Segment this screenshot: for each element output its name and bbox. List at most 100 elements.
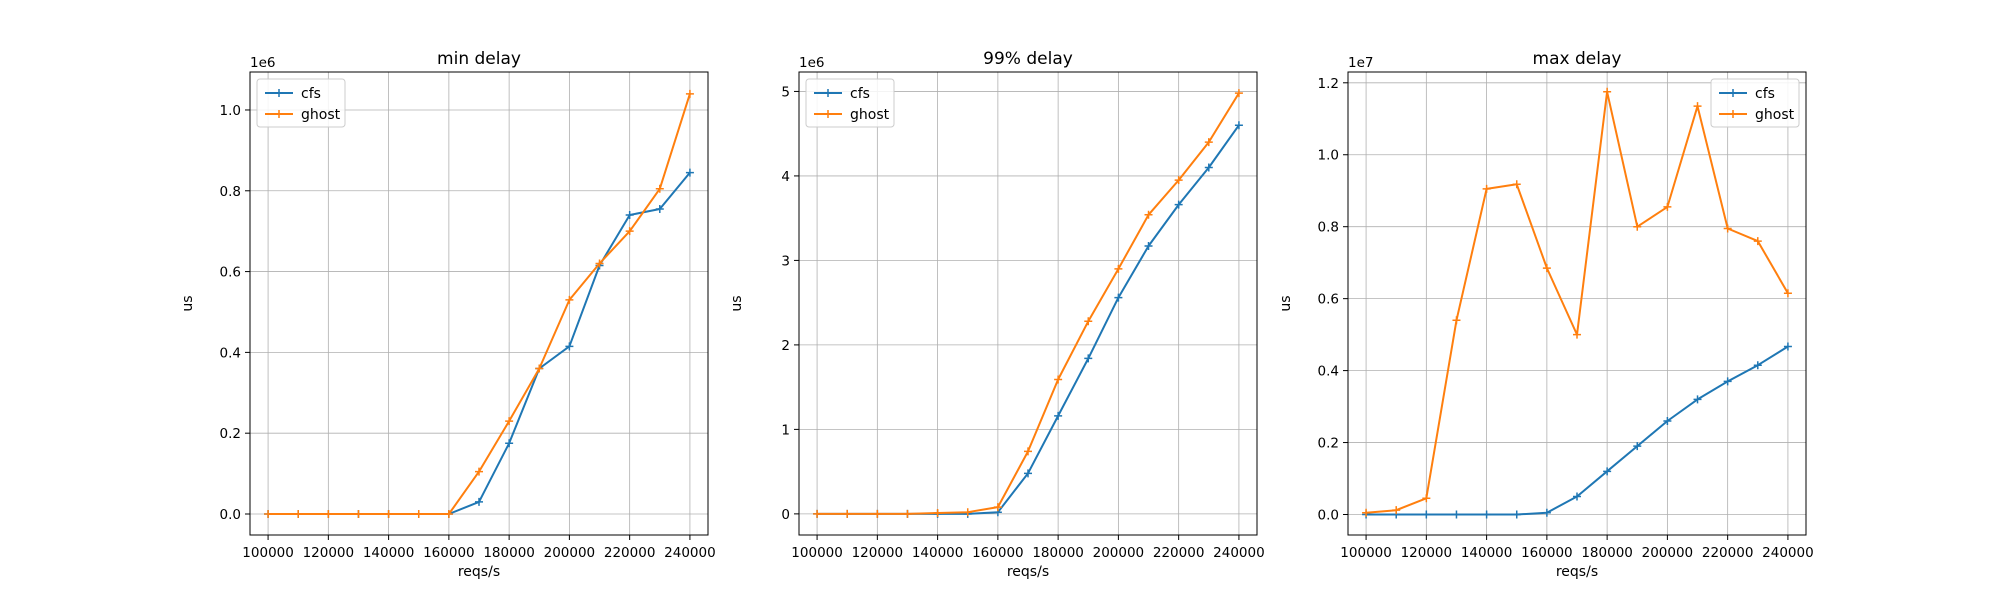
legend-marker-cfs [824,89,832,97]
x-tick-label: 160000 [423,545,475,561]
x-tick-label: 160000 [972,545,1024,561]
y-tick-label: 0.8 [220,184,241,200]
data-point-cfs [1693,395,1702,404]
data-point-ghost [444,509,453,518]
data-point-ghost [1783,289,1792,298]
data-point-ghost [565,295,574,304]
y-tick-label: 0.6 [220,265,241,281]
data-point-ghost [1573,330,1581,339]
data-point-cfs [1024,469,1032,478]
x-tick-label: 200000 [1642,545,1694,561]
legend-label-cfs: cfs [301,86,321,102]
y-tick-label: 1.0 [220,103,241,119]
data-point-ghost [535,364,544,373]
x-tick-label: 240000 [664,545,716,561]
data-point-cfs [1573,492,1581,501]
x-tick-label: 120000 [303,545,355,561]
chart-title: 99% delay [983,49,1073,69]
y-axis-label: us [180,295,196,311]
x-tick-label: 180000 [483,545,535,561]
y-axis-label: us [1278,295,1294,311]
y-tick-label: 0.4 [220,345,241,361]
axes-frame [798,71,1258,536]
data-point-ghost [843,509,852,518]
data-point-ghost [685,89,694,98]
x-tick-label: 140000 [363,545,415,561]
data-point-cfs [1422,510,1431,519]
x-tick-label: 240000 [1762,545,1814,561]
data-point-ghost [1633,222,1642,231]
chart-panel-1: 100000 120000 140000 160000 180000 200000 2200… [180,49,716,580]
data-point-ghost [655,184,664,193]
data-point-ghost [993,503,1002,512]
chart-panel-3: 100000 120000 140000 160000 180000 200000 2200… [1278,49,1814,580]
data-point-ghost [294,509,303,518]
data-point-cfs [1482,510,1491,519]
x-tick-label: 120000 [852,545,904,561]
data-point-cfs [655,204,664,213]
x-tick-label: 200000 [1093,545,1145,561]
x-axis-label: reqs/s [1556,564,1598,580]
data-point-ghost [384,509,393,518]
data-point-ghost [264,509,273,518]
legend: cfs ghost [1710,78,1800,128]
legend-marker-ghost [824,110,832,118]
x-tick-label: 180000 [1032,545,1084,561]
data-point-ghost [1663,202,1672,211]
y-tick-label: 0.2 [220,426,241,442]
data-point-ghost [1452,316,1461,325]
data-point-ghost [1234,89,1243,98]
legend-label-ghost: ghost [850,107,890,123]
data-point-ghost [414,509,423,518]
data-point-cfs [1204,163,1213,172]
x-tick-label: 220000 [1702,545,1754,561]
data-point-ghost [813,509,822,518]
x-tick-label: 100000 [1340,545,1392,561]
data-point-ghost [354,509,363,518]
legend: cfs ghost [805,78,895,128]
legend-label-ghost: ghost [1755,107,1795,123]
data-point-cfs [565,342,574,351]
axes-frame [1347,71,1807,536]
data-point-cfs [1512,510,1521,519]
legend-marker-cfs [275,89,283,97]
data-point-ghost [1084,317,1093,326]
y-tick-label: 0.6 [1318,292,1339,308]
x-tick-label: 240000 [1213,545,1265,561]
data-point-ghost [1723,224,1732,233]
data-point-ghost [1542,264,1551,273]
data-point-ghost [324,509,333,518]
data-point-ghost [1482,184,1491,193]
y-tick-label: 4 [781,169,790,185]
data-point-ghost [505,417,514,426]
y-tick-label: 5 [781,84,790,100]
x-tick-label: 120000 [1401,545,1453,561]
legend-label-cfs: cfs [1755,86,1775,102]
x-axis-label: reqs/s [1007,564,1049,580]
data-point-cfs [1144,242,1153,251]
data-point-ghost [963,508,972,517]
chart-title: max delay [1533,49,1622,69]
axes-frame [249,71,709,536]
legend-label-ghost: ghost [301,107,341,123]
y-axis-label: us [729,295,745,311]
data-point-cfs [1633,442,1642,451]
chart-title: min delay [437,49,521,69]
data-point-cfs [1174,200,1183,209]
data-point-ghost [1362,508,1371,517]
y-tick-label: 1 [781,422,790,438]
data-point-cfs [505,439,514,448]
y-offset-label: 1e6 [250,55,275,71]
y-tick-label: 0 [781,507,790,523]
y-tick-label: 0.0 [220,507,241,523]
data-point-cfs [1452,510,1461,519]
data-point-ghost [873,509,882,518]
y-tick-label: 0.4 [1318,364,1339,380]
data-point-ghost [475,467,483,476]
x-tick-label: 200000 [544,545,596,561]
data-point-cfs [625,211,634,220]
x-tick-label: 140000 [912,545,964,561]
legend-marker-ghost [1729,110,1737,118]
chart-panel-2: 100000 120000 140000 160000 180000 200000 2200… [729,49,1265,580]
data-point-ghost [933,509,942,518]
